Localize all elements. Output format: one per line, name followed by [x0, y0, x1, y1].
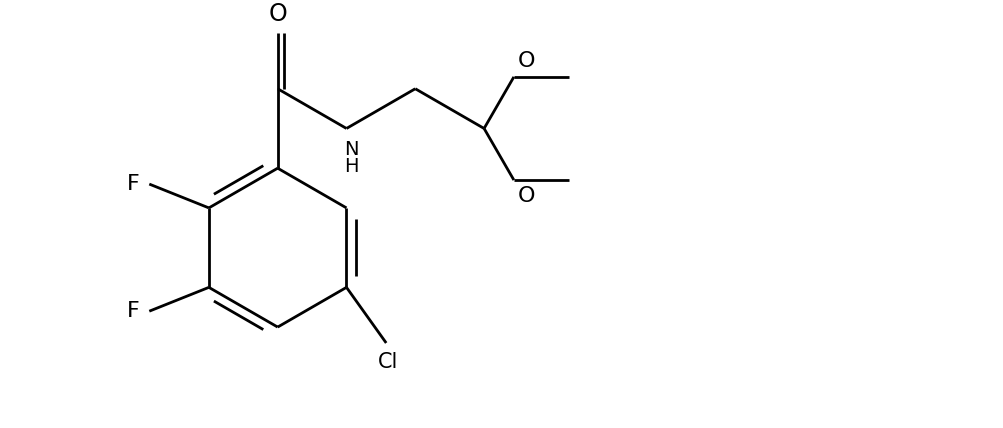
Text: O: O [518, 186, 535, 206]
Text: F: F [127, 301, 139, 321]
Text: F: F [127, 174, 139, 194]
Text: N
H: N H [344, 140, 358, 176]
Text: O: O [518, 51, 535, 71]
Text: O: O [268, 2, 287, 26]
Text: Cl: Cl [377, 352, 398, 372]
